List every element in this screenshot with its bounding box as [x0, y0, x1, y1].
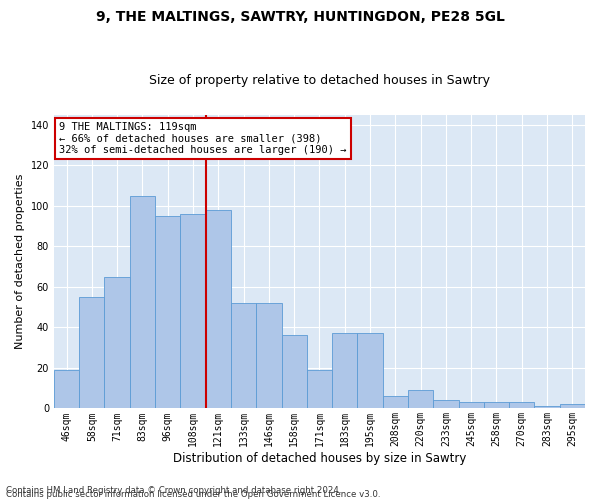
Bar: [509, 402, 535, 408]
Bar: [484, 402, 509, 408]
Bar: [383, 396, 408, 408]
Bar: [358, 334, 383, 408]
Bar: [79, 297, 104, 408]
Bar: [206, 210, 231, 408]
Text: 9, THE MALTINGS, SAWTRY, HUNTINGDON, PE28 5GL: 9, THE MALTINGS, SAWTRY, HUNTINGDON, PE2…: [95, 10, 505, 24]
Bar: [181, 214, 206, 408]
Bar: [307, 370, 332, 408]
Text: 9 THE MALTINGS: 119sqm
← 66% of detached houses are smaller (398)
32% of semi-de: 9 THE MALTINGS: 119sqm ← 66% of detached…: [59, 122, 347, 155]
Bar: [130, 196, 155, 408]
Bar: [104, 276, 130, 408]
Title: Size of property relative to detached houses in Sawtry: Size of property relative to detached ho…: [149, 74, 490, 87]
Bar: [332, 334, 358, 408]
Bar: [458, 402, 484, 408]
Text: Contains public sector information licensed under the Open Government Licence v3: Contains public sector information licen…: [6, 490, 380, 499]
Y-axis label: Number of detached properties: Number of detached properties: [15, 174, 25, 349]
Bar: [256, 303, 281, 408]
Bar: [231, 303, 256, 408]
X-axis label: Distribution of detached houses by size in Sawtry: Distribution of detached houses by size …: [173, 452, 466, 465]
Bar: [408, 390, 433, 408]
Bar: [433, 400, 458, 408]
Bar: [54, 370, 79, 408]
Bar: [535, 406, 560, 408]
Bar: [281, 336, 307, 408]
Text: Contains HM Land Registry data © Crown copyright and database right 2024.: Contains HM Land Registry data © Crown c…: [6, 486, 341, 495]
Bar: [155, 216, 181, 408]
Bar: [560, 404, 585, 408]
